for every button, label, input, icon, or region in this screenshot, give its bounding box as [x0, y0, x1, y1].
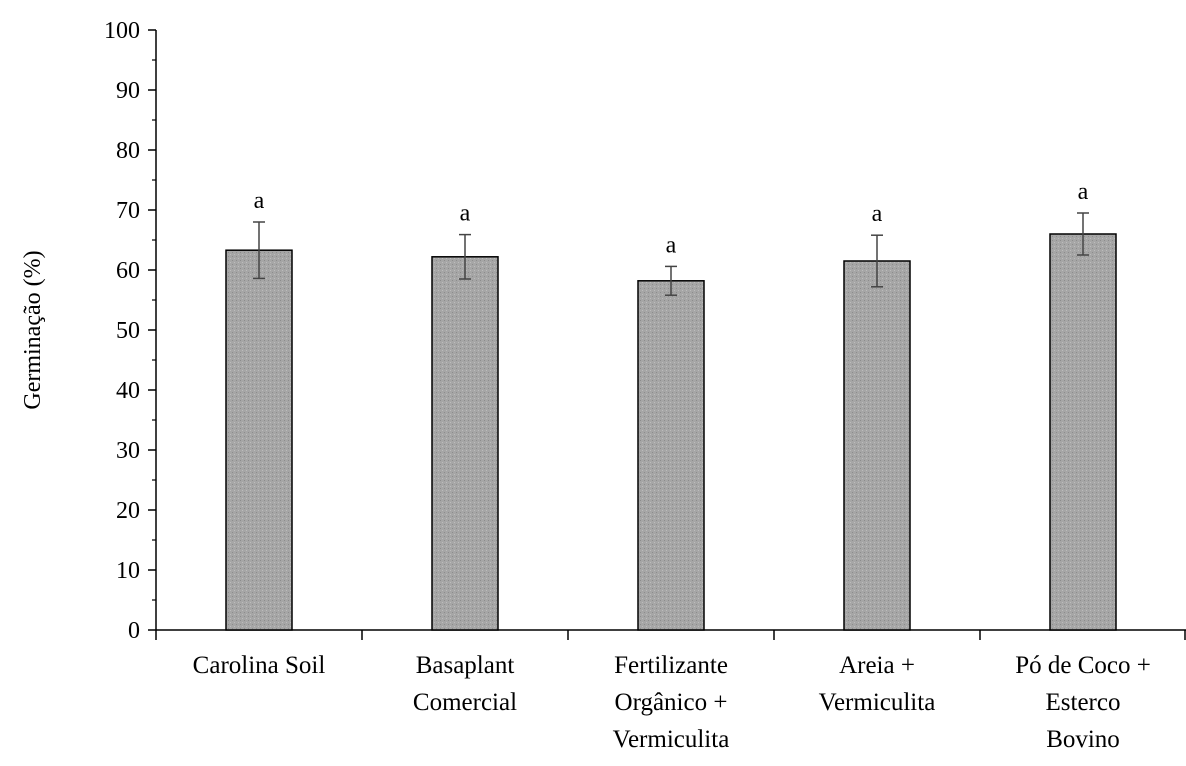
- significance-label: a: [460, 201, 471, 227]
- significance-label: a: [1078, 179, 1089, 205]
- category-labels: Carolina Soil Basaplant Comercial Fertiliza…: [193, 652, 1151, 753]
- y-tick-label: 20: [116, 498, 140, 524]
- bar: [843, 260, 911, 631]
- significance-label: a: [666, 232, 677, 258]
- y-tick-label: 50: [116, 318, 140, 344]
- x-axis: [155, 629, 1186, 640]
- category-label: Carolina Soil: [193, 652, 326, 679]
- significance-labels: a a a a a: [254, 179, 1089, 258]
- bar: [1049, 233, 1117, 631]
- category-label: Fertilizante Orgânico + Vermiculita: [613, 652, 730, 753]
- y-tick-label: 10: [116, 558, 140, 584]
- y-tick-label: 40: [116, 378, 140, 404]
- category-label: Basaplant Comercial: [413, 652, 517, 716]
- significance-label: a: [254, 188, 265, 214]
- bar: [431, 256, 499, 631]
- bar: [225, 249, 293, 631]
- y-tick-label: 0: [128, 618, 140, 644]
- y-tick-label: 70: [116, 198, 140, 224]
- y-tick-label: 60: [116, 258, 140, 284]
- y-axis: 0 10 20 30 40 50 60 70 80 90 100: [104, 18, 157, 644]
- y-axis-label: Germinação (%): [20, 250, 46, 409]
- error-bars: [253, 212, 1089, 296]
- category-label: Pó de Coco + Esterco Bovino: [1015, 652, 1151, 753]
- significance-label: a: [872, 201, 883, 227]
- category-label: Areia + Vermiculita: [819, 652, 936, 716]
- bar: [637, 280, 705, 631]
- y-tick-label: 80: [116, 138, 140, 164]
- y-tick-label: 30: [116, 438, 140, 464]
- y-tick-label: 90: [116, 78, 140, 104]
- y-tick-label: 100: [104, 18, 140, 44]
- bars: [225, 233, 1117, 631]
